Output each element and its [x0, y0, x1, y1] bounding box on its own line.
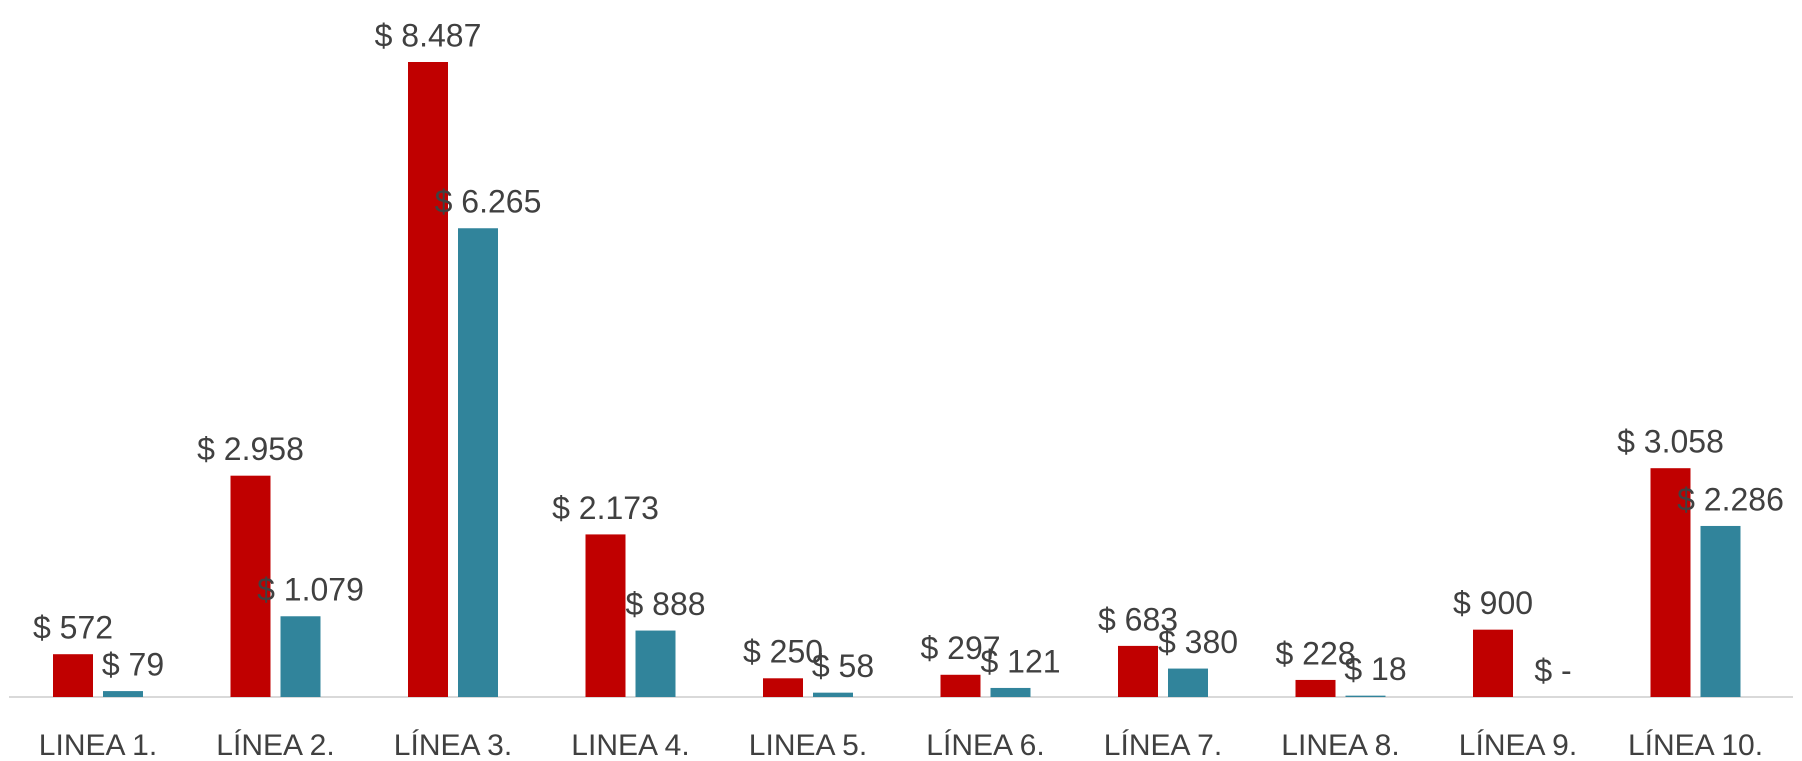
x-tick-label: LINEA 1. — [39, 729, 157, 761]
x-tick-label: LINEA 8. — [1281, 729, 1399, 761]
data-label: $ 683 — [1098, 601, 1178, 637]
bar — [763, 678, 803, 697]
data-label: $ - — [1534, 652, 1571, 688]
data-label: $ 2.958 — [197, 431, 304, 467]
x-tick-label: LÍNEA 6. — [926, 729, 1044, 761]
data-label: $ 572 — [33, 610, 113, 646]
data-label: $ 900 — [1453, 585, 1533, 621]
bar — [458, 228, 498, 697]
bar — [408, 62, 448, 697]
data-label: $ 18 — [1344, 651, 1406, 687]
bar — [990, 687, 1031, 697]
x-tick-label: LÍNEA 2. — [216, 729, 334, 761]
data-label: $ 2.173 — [552, 490, 659, 526]
data-label: $ 3.058 — [1617, 424, 1724, 460]
bar — [1295, 679, 1336, 697]
data-label: $ 888 — [625, 586, 705, 622]
bar — [940, 674, 981, 697]
x-tick-label: LÍNEA 10. — [1628, 729, 1763, 761]
x-tick-label: LÍNEA 7. — [1104, 729, 1222, 761]
data-label: $ 1.079 — [257, 572, 364, 608]
data-label: $ 228 — [1275, 635, 1355, 671]
bar — [1650, 468, 1691, 697]
bar — [1345, 695, 1386, 697]
data-label: $ 380 — [1158, 624, 1238, 660]
bar — [635, 630, 676, 697]
bar — [280, 616, 321, 697]
bar — [230, 475, 271, 697]
data-label: $ 8.487 — [375, 17, 482, 53]
bar — [1473, 629, 1513, 697]
bar — [813, 692, 853, 697]
x-tick-label: LÍNEA 3. — [394, 729, 512, 761]
bar — [53, 654, 93, 697]
data-label: $ 79 — [102, 647, 164, 683]
data-label: $ 297 — [920, 630, 1000, 666]
data-label: $ 250 — [743, 634, 823, 670]
bar — [585, 534, 626, 697]
bar — [1700, 525, 1741, 697]
bar — [1118, 645, 1158, 697]
data-label: $ 2.286 — [1677, 481, 1784, 517]
x-tick-label: LINEA 4. — [571, 729, 689, 761]
bar — [103, 691, 143, 697]
data-label: $ 58 — [812, 648, 874, 684]
bar — [1168, 668, 1208, 697]
data-label: $ 6.265 — [435, 184, 542, 220]
data-label: $ 121 — [980, 643, 1060, 679]
x-tick-label: LINEA 5. — [749, 729, 867, 761]
x-tick-label: LÍNEA 9. — [1459, 729, 1577, 761]
